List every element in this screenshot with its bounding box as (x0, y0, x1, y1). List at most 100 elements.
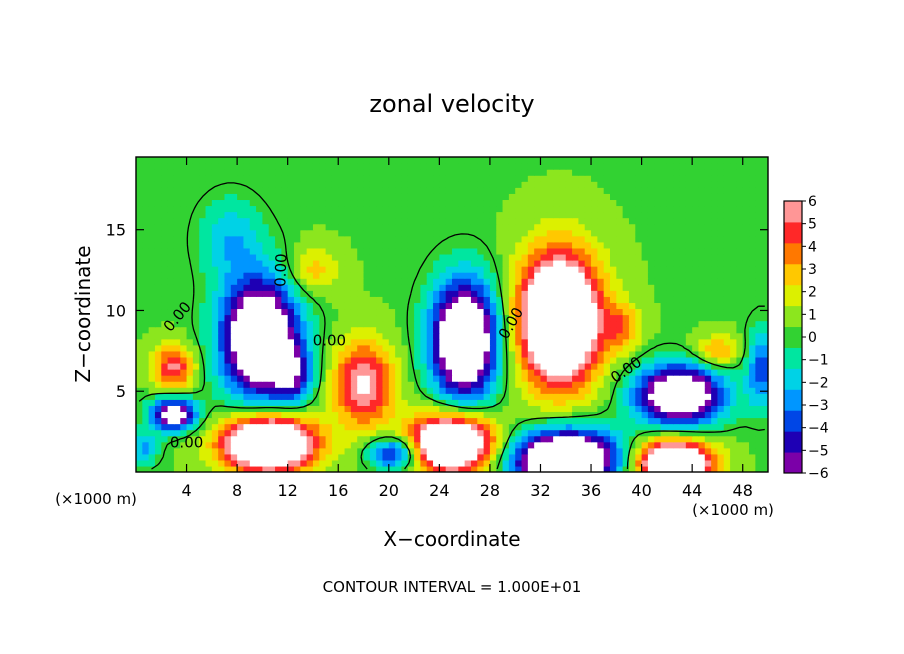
field-cell (173, 193, 181, 201)
field-cell (515, 465, 523, 472)
field-cell (161, 423, 169, 431)
field-cell (369, 453, 377, 461)
field-cell (470, 387, 478, 394)
field-cell (199, 229, 207, 237)
field-cell (761, 326, 768, 334)
field-cell (628, 447, 636, 455)
field-cell (142, 314, 150, 322)
field-cell (275, 375, 282, 382)
field-cell (401, 272, 409, 279)
field-cell (363, 308, 371, 316)
field-cell (521, 272, 529, 279)
field-cell (458, 350, 466, 358)
field-cell (161, 253, 169, 261)
field-cell (534, 259, 542, 267)
field-cell (243, 453, 251, 461)
field-cell (749, 223, 756, 231)
field-cell (237, 441, 245, 449)
field-cell (376, 175, 384, 182)
field-cell (414, 447, 421, 455)
field-cell (357, 205, 365, 213)
field-cell (312, 278, 320, 285)
field-cell (300, 181, 308, 188)
field-cell (755, 369, 763, 376)
field-cell (654, 181, 662, 188)
field-cell (376, 459, 384, 467)
field-cell (692, 284, 700, 291)
field-cell (540, 405, 548, 413)
field-cell (736, 344, 744, 352)
field-cell (610, 344, 617, 352)
field-cell (742, 459, 750, 467)
field-cell (736, 296, 744, 303)
field-cell (420, 362, 428, 370)
field-cell (287, 459, 295, 467)
field-cell (445, 278, 453, 285)
field-cell (470, 193, 478, 201)
field-cell (142, 344, 150, 352)
field-cell (489, 290, 497, 297)
field-cell (199, 175, 207, 182)
field-cell (376, 199, 384, 207)
field-cell (489, 253, 497, 261)
field-cell (635, 326, 643, 334)
field-cell (572, 375, 579, 382)
field-cell (205, 272, 213, 279)
field-cell (641, 453, 649, 461)
field-cell (300, 387, 308, 394)
field-cell (572, 465, 579, 472)
field-cell (559, 381, 567, 388)
field-cell (426, 465, 434, 472)
field-cell (363, 284, 371, 291)
field-cell (218, 369, 226, 376)
field-cell (205, 387, 213, 394)
field-cell (654, 381, 662, 388)
field-cell (230, 429, 238, 437)
field-cell (420, 211, 428, 219)
field-cell (281, 187, 289, 194)
field-cell (369, 247, 377, 255)
field-cell (641, 423, 649, 431)
field-cell (382, 459, 390, 467)
field-cell (616, 320, 624, 328)
field-cell (192, 435, 200, 443)
field-cell (205, 169, 213, 176)
field-cell (173, 290, 181, 297)
field-cell (496, 247, 504, 255)
field-cell (237, 187, 245, 194)
field-cell (647, 417, 655, 425)
field-cell (698, 320, 706, 328)
field-cell (445, 320, 453, 328)
field-cell (698, 405, 706, 413)
field-cell (382, 411, 390, 419)
field-cell (489, 417, 497, 425)
field-cell (192, 369, 200, 376)
field-cell (736, 217, 744, 225)
field-cell (483, 332, 491, 340)
field-cell (723, 205, 731, 213)
field-cell (610, 253, 617, 261)
field-cell (300, 362, 308, 370)
field-cell (319, 399, 327, 406)
field-cell (534, 393, 542, 400)
field-cell (597, 326, 605, 334)
field-cell (666, 187, 674, 194)
field-cell (679, 284, 687, 291)
field-cell (521, 296, 529, 303)
field-cell (382, 302, 390, 310)
field-cell (755, 453, 763, 461)
field-cell (357, 447, 365, 455)
field-cell (496, 362, 504, 370)
field-cell (647, 326, 655, 334)
field-cell (698, 308, 706, 316)
field-cell (294, 278, 301, 285)
field-cell (628, 399, 636, 406)
field-cell (597, 217, 605, 225)
field-cell (331, 181, 339, 188)
field-cell (546, 320, 554, 328)
field-cell (540, 181, 548, 188)
field-cell (736, 199, 744, 207)
field-cell (698, 326, 706, 334)
field-cell (483, 381, 491, 388)
field-cell (489, 229, 497, 237)
